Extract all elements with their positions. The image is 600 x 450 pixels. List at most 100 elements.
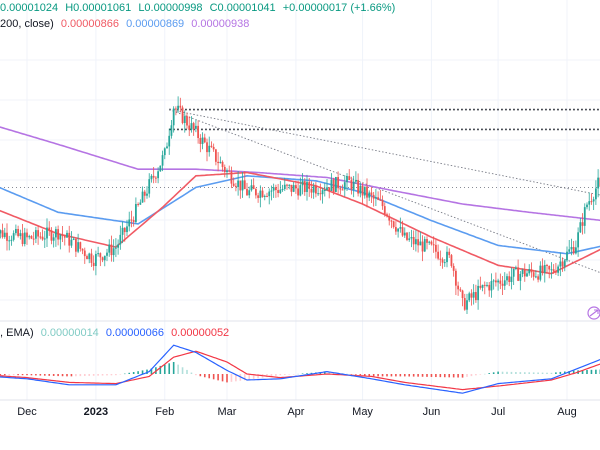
candle-body xyxy=(370,192,373,195)
histogram-bar xyxy=(159,365,162,374)
histogram-bar xyxy=(492,372,495,374)
candle-body xyxy=(206,142,208,153)
price-pane[interactable] xyxy=(0,96,600,314)
candle-body xyxy=(252,185,255,190)
trendline[interactable] xyxy=(169,109,600,281)
histogram-bar xyxy=(119,374,122,375)
candle-body xyxy=(574,247,577,254)
histogram-bar xyxy=(515,372,517,374)
candle-body xyxy=(139,202,142,205)
candle-body xyxy=(537,276,540,280)
candle-body xyxy=(317,193,320,195)
histogram-bar xyxy=(350,374,353,375)
histogram-bar xyxy=(306,373,308,374)
histogram-bar xyxy=(75,374,77,377)
candle-body xyxy=(403,232,406,236)
candle-body xyxy=(430,241,433,245)
arrow-icon-glyph[interactable] xyxy=(589,309,599,317)
candle-body xyxy=(543,264,546,273)
candle-body xyxy=(166,146,168,149)
candle-body xyxy=(552,269,555,272)
candle-body xyxy=(590,201,593,203)
macd-pane[interactable] xyxy=(0,344,600,394)
candle-body xyxy=(74,238,77,252)
candle-body xyxy=(257,195,260,198)
candle-body xyxy=(132,220,135,222)
candle-body xyxy=(197,125,200,139)
histogram-bar xyxy=(252,374,255,380)
candle-body xyxy=(334,177,337,192)
candle-body xyxy=(21,233,24,245)
histogram-bar xyxy=(128,372,131,374)
x-tick-label: 2023 xyxy=(84,406,108,418)
histogram-bar xyxy=(363,374,366,376)
histogram-bar xyxy=(17,374,19,376)
candle-body xyxy=(286,184,288,186)
candle-body xyxy=(26,232,28,238)
candle-body xyxy=(239,180,242,191)
histogram-bar xyxy=(230,374,233,382)
macd-value-3: 0.00000052 xyxy=(171,327,230,339)
candle-body xyxy=(426,239,428,243)
candle-body xyxy=(57,229,60,240)
histogram-bar xyxy=(323,371,326,374)
histogram-bar xyxy=(279,374,282,376)
candle-body xyxy=(397,228,400,232)
candle-body xyxy=(217,161,220,164)
ohlc-low: L0.00000998 xyxy=(138,2,203,14)
candle-body xyxy=(126,226,128,233)
candle-body xyxy=(212,146,215,150)
histogram-bar xyxy=(417,374,419,377)
x-tick-label: Dec xyxy=(17,406,37,418)
candle-body xyxy=(221,161,224,167)
histogram-bar xyxy=(195,374,197,376)
arrow-icon-circle[interactable] xyxy=(587,306,600,320)
ma-200-line[interactable] xyxy=(0,125,600,222)
candle-body xyxy=(46,227,48,239)
candle-body xyxy=(63,236,66,238)
candle-body xyxy=(17,228,20,237)
candle-body xyxy=(37,230,40,237)
candle-body xyxy=(301,181,304,186)
histogram-bar xyxy=(97,374,99,376)
histogram-bar xyxy=(61,374,64,377)
histogram-bar xyxy=(372,374,375,377)
candle-body xyxy=(248,190,251,196)
candle-body xyxy=(308,181,311,190)
candle-body xyxy=(32,238,35,240)
macd-histogram xyxy=(0,362,600,383)
x-tick-label: Feb xyxy=(155,406,174,418)
candle-body xyxy=(330,179,333,191)
candle-body xyxy=(8,240,11,242)
candle-body xyxy=(528,269,531,274)
candle-body xyxy=(401,227,404,236)
candle-body xyxy=(350,179,353,190)
histogram-bar xyxy=(532,372,535,374)
histogram-bar xyxy=(519,372,522,374)
histogram-bar xyxy=(390,374,393,377)
candle-body xyxy=(526,273,528,277)
macd-lines xyxy=(0,344,600,394)
macd-legend-label: , EMA) xyxy=(0,327,34,339)
histogram-bar xyxy=(550,372,553,374)
candle-body xyxy=(52,237,55,241)
histogram-bar xyxy=(52,374,55,376)
histogram-bar xyxy=(212,374,215,380)
macd-value-1: 0.00000014 xyxy=(40,327,99,339)
histogram-bar xyxy=(270,374,273,377)
candle-body xyxy=(559,261,562,267)
candle-body xyxy=(326,187,328,190)
candle-body xyxy=(392,221,395,228)
candle-body xyxy=(268,191,271,197)
candle-body xyxy=(274,187,277,191)
candle-body xyxy=(548,265,551,270)
candle-body xyxy=(283,184,286,190)
candle-body xyxy=(103,255,106,261)
candle-body xyxy=(114,247,117,249)
histogram-bar xyxy=(226,374,228,383)
candle-body xyxy=(546,264,548,266)
histogram-bar xyxy=(439,374,442,378)
arrow-icon[interactable] xyxy=(587,306,600,320)
candle-body xyxy=(577,232,580,248)
